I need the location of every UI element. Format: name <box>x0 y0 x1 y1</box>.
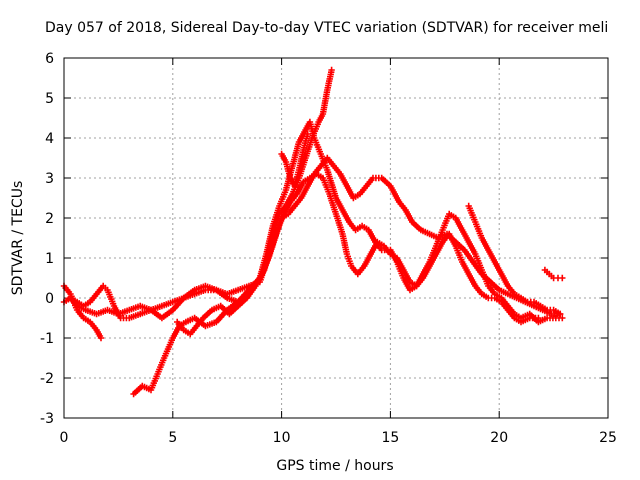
series-trace-6 <box>465 202 564 318</box>
x-tick-label: 0 <box>60 430 69 446</box>
chart-title: Day 057 of 2018, Sidereal Day-to-day VTE… <box>45 20 608 36</box>
series-trace-3 <box>67 118 566 326</box>
x-tick-label: 25 <box>599 430 617 446</box>
x-tick-label: 15 <box>381 430 399 446</box>
axis-ticks: 0 5 10 15 20 25 -3 -2 -1 0 1 2 3 4 5 6 <box>40 51 617 446</box>
y-tick-label: 3 <box>45 171 54 187</box>
data-point-markers <box>278 130 311 190</box>
y-tick-label: 5 <box>45 91 54 107</box>
y-tick-label: 6 <box>45 51 54 67</box>
series-trace-8 <box>278 130 311 190</box>
data-point-markers <box>67 118 566 326</box>
data-point-markers <box>541 266 566 282</box>
series-trace-7 <box>541 266 566 282</box>
data-layer <box>60 66 566 398</box>
data-point-markers <box>174 170 542 338</box>
y-tick-label: 1 <box>45 251 54 267</box>
plot-frame <box>63 57 609 419</box>
series-trace-4 <box>130 154 564 398</box>
x-tick-label: 10 <box>273 430 291 446</box>
y-axis-label: SDTVAR / TECUs <box>10 181 26 296</box>
data-point-markers <box>465 202 564 318</box>
x-tick-label: 20 <box>490 430 508 446</box>
y-tick-label: -3 <box>40 411 54 427</box>
grid-lines <box>64 58 608 418</box>
x-tick-label: 5 <box>168 430 177 446</box>
y-tick-label: 4 <box>45 131 54 147</box>
series-trace-5 <box>174 170 542 338</box>
y-tick-label: 2 <box>45 211 54 227</box>
y-tick-label: -1 <box>40 331 54 347</box>
y-tick-label: -2 <box>40 371 54 387</box>
data-point-markers <box>130 154 564 398</box>
x-axis-label: GPS time / hours <box>276 458 393 474</box>
y-tick-label: 0 <box>45 291 54 307</box>
